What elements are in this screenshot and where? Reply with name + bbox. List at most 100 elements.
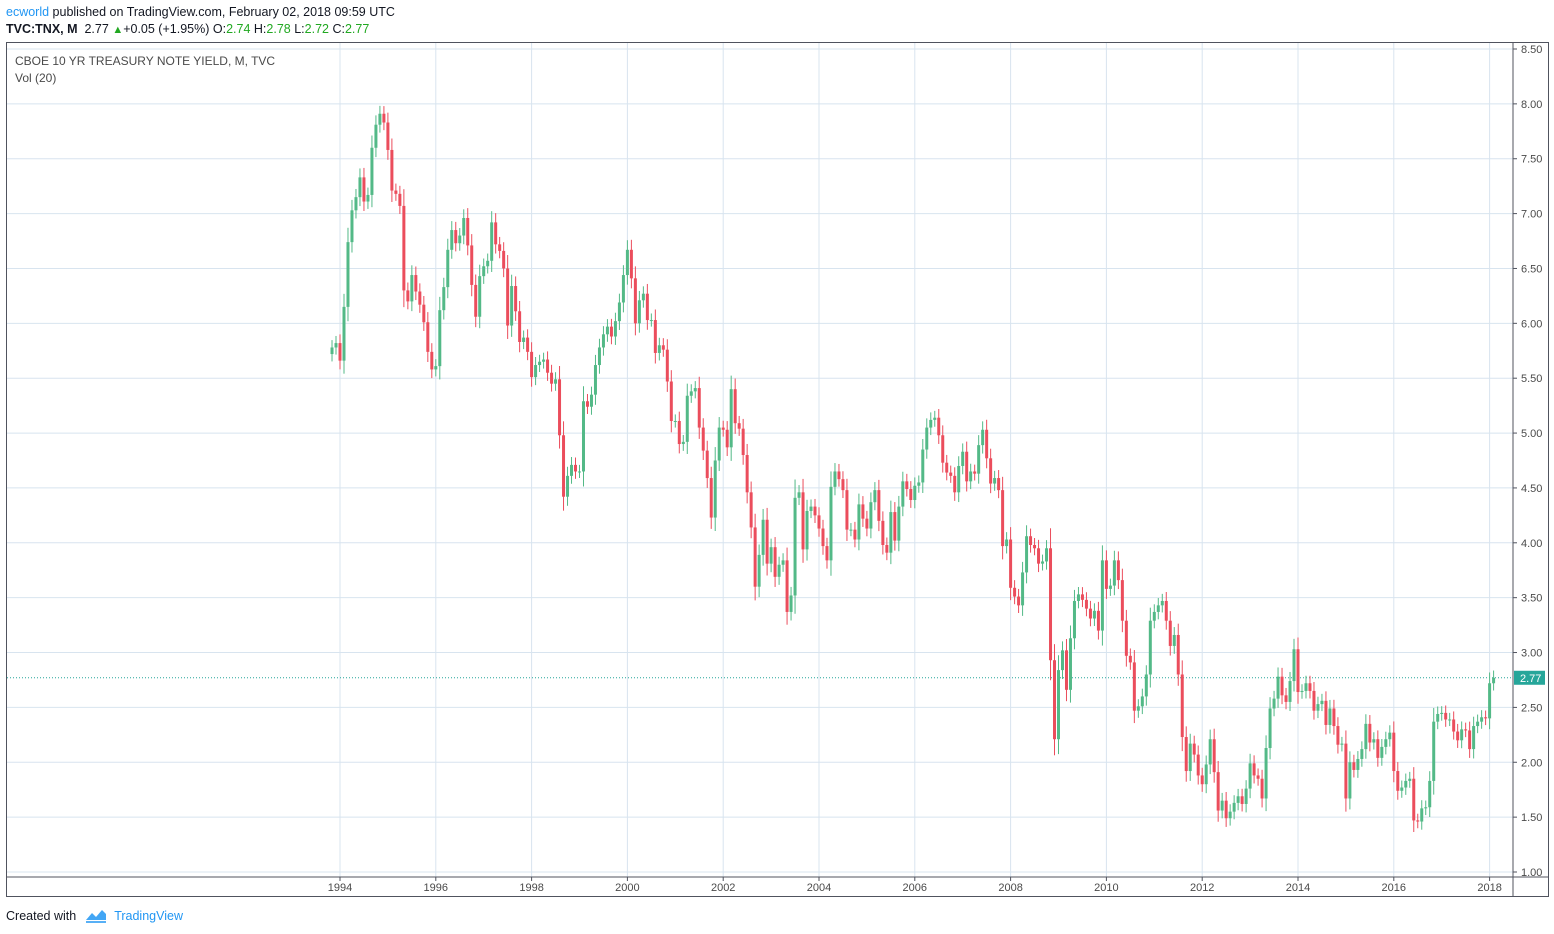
candle — [609, 318, 613, 345]
candle-body — [502, 250, 506, 269]
candle-body — [621, 275, 625, 303]
candle — [713, 447, 717, 531]
candle-body — [933, 417, 937, 420]
candle-body — [917, 482, 921, 486]
candle — [1468, 721, 1472, 758]
last-price-tag — [1514, 670, 1545, 685]
candle — [1300, 684, 1304, 699]
candle-body — [1025, 536, 1029, 573]
candle — [905, 473, 909, 497]
candle — [941, 425, 945, 473]
candle — [462, 209, 466, 245]
candle-body — [1400, 787, 1404, 791]
candle — [789, 586, 793, 621]
candle — [761, 508, 765, 566]
candle-body — [562, 435, 566, 497]
candle-body — [362, 177, 366, 202]
candle — [1196, 745, 1200, 785]
candle — [749, 481, 753, 539]
candle-body — [1168, 620, 1172, 646]
candle-body — [1064, 650, 1068, 690]
candle-body — [1452, 719, 1456, 732]
candle — [546, 351, 550, 381]
candle-body — [1396, 771, 1400, 791]
candle — [1100, 545, 1104, 646]
candle — [1260, 769, 1264, 808]
candle — [514, 276, 518, 321]
candle-body — [629, 249, 633, 279]
candle-body — [474, 284, 478, 317]
candle — [937, 409, 941, 444]
candle — [817, 507, 821, 537]
candle — [1460, 721, 1464, 749]
candle — [402, 189, 406, 308]
candle — [825, 537, 829, 569]
candle — [949, 465, 953, 483]
chart-frame[interactable] — [6, 42, 1549, 897]
candle-body — [482, 266, 486, 277]
candle-body — [1268, 708, 1272, 749]
candle — [921, 438, 925, 493]
candle — [1084, 592, 1088, 617]
candle — [1128, 648, 1132, 670]
candle — [925, 418, 929, 459]
candle — [1068, 625, 1072, 703]
candle-body — [825, 546, 829, 561]
candle-body — [466, 217, 470, 246]
candle-body — [1260, 778, 1264, 799]
y-tick-label: 6.50 — [1521, 263, 1542, 275]
candle — [1364, 714, 1368, 759]
candle — [1284, 687, 1288, 710]
candle-body — [1300, 690, 1304, 693]
candle-body — [1092, 610, 1096, 619]
candle — [853, 521, 857, 548]
y-tick-label: 5.00 — [1521, 428, 1542, 440]
candle-body — [1216, 772, 1220, 811]
tradingview-logo-icon[interactable] — [84, 909, 108, 923]
candle — [554, 372, 558, 391]
symbol-name[interactable]: TVC:TNX, M — [6, 22, 78, 36]
candle-body — [709, 478, 713, 518]
candle — [1276, 667, 1280, 708]
candle — [845, 478, 849, 541]
candle-body — [382, 113, 386, 123]
candle — [1136, 699, 1140, 718]
candle — [813, 498, 817, 524]
candle — [490, 211, 494, 272]
candle-body — [845, 490, 849, 530]
candle — [701, 418, 705, 460]
tradingview-brand-link[interactable]: TradingView — [114, 909, 183, 923]
candle-body — [1444, 712, 1448, 720]
candle-body — [1200, 775, 1204, 785]
candle-body — [510, 286, 514, 326]
candle — [1440, 706, 1444, 721]
candle — [1492, 670, 1496, 691]
candle-body — [1248, 763, 1252, 789]
candle — [689, 384, 693, 403]
candle — [785, 547, 789, 625]
candle — [1288, 671, 1292, 711]
candle-body — [1344, 743, 1348, 799]
y-tick-label: 1.50 — [1521, 812, 1542, 824]
candle-body — [653, 320, 657, 353]
candle — [1472, 716, 1476, 759]
candle-body — [1280, 676, 1284, 696]
author-link[interactable]: ecworld — [6, 5, 50, 19]
candle — [645, 283, 649, 330]
candle — [737, 415, 741, 436]
candle-body — [1068, 638, 1072, 690]
candle-body — [1017, 596, 1021, 606]
candle-body — [609, 326, 613, 337]
candle-body — [885, 544, 889, 553]
candle-body — [741, 428, 745, 456]
candle — [1076, 587, 1080, 609]
candle — [797, 485, 801, 506]
price-change: +0.05 (+1.95%) — [123, 22, 210, 36]
candle — [442, 277, 446, 320]
candle — [981, 421, 985, 454]
candle-body — [1352, 762, 1356, 770]
candle — [585, 394, 589, 414]
candle-body — [669, 381, 673, 421]
candle — [705, 440, 709, 488]
